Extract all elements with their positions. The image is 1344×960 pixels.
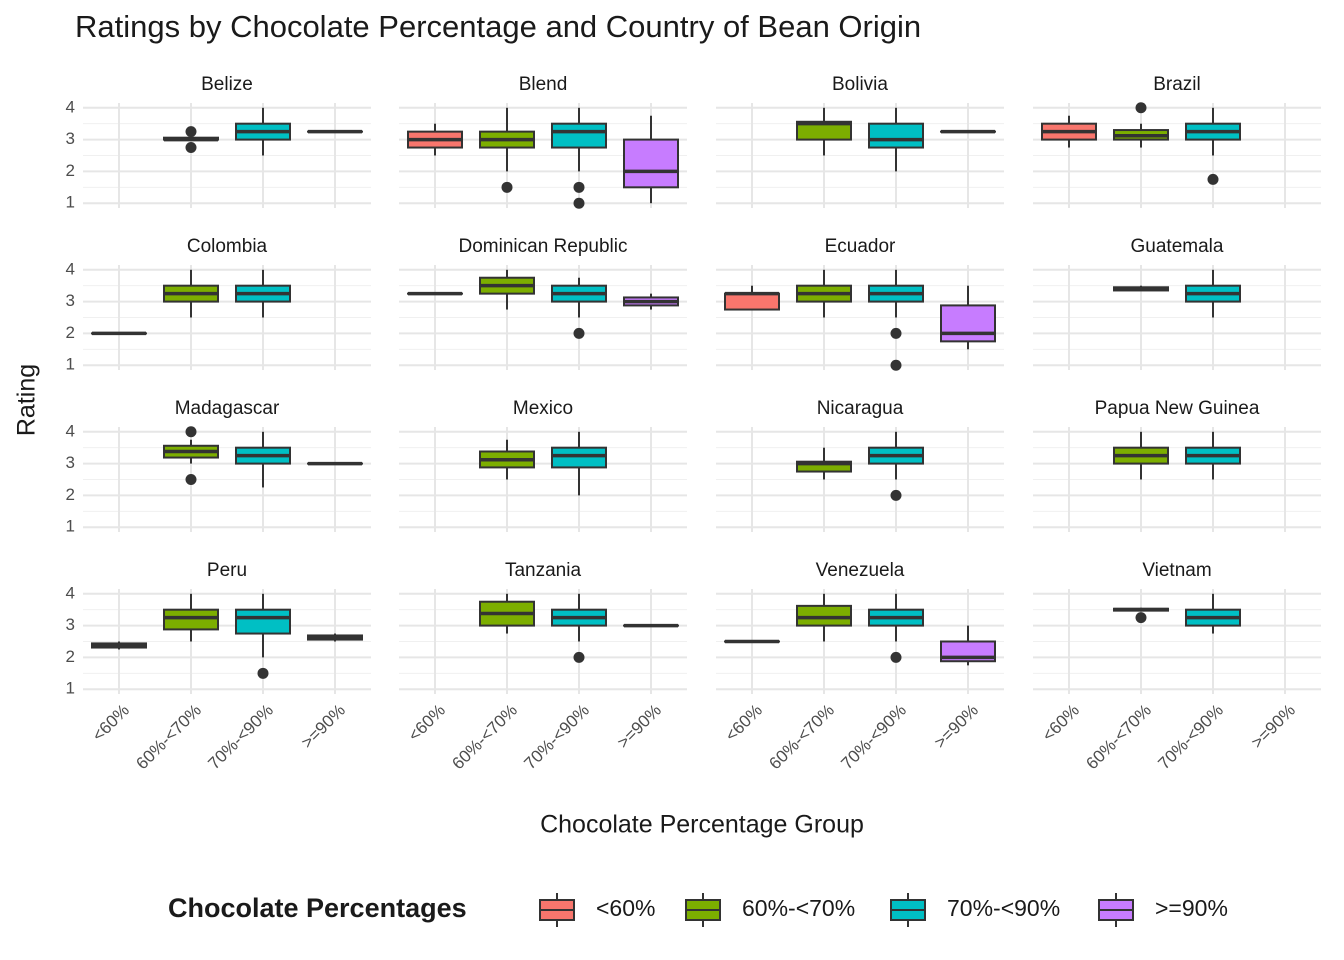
y-tick-label: 2: [66, 485, 75, 504]
y-tick-label: 3: [66, 129, 75, 148]
outlier: [185, 474, 197, 485]
outlier: [185, 426, 197, 438]
box: [623, 138, 679, 189]
chart-title: Ratings by Chocolate Percentage and Coun…: [75, 9, 921, 44]
y-tick-label: 1: [66, 679, 75, 698]
outlier: [890, 489, 902, 501]
box: [796, 460, 852, 473]
facet-label: Brazil: [1153, 74, 1201, 95]
box: [551, 446, 607, 469]
box: [551, 122, 607, 149]
facet-label: Peru: [207, 560, 247, 581]
facet-label: Tanzania: [505, 560, 581, 581]
facet-label: Nicaragua: [817, 398, 904, 419]
facet-label: Mexico: [513, 398, 573, 419]
x-axis-label: Chocolate Percentage Group: [540, 811, 864, 839]
box: [235, 608, 291, 635]
box: [868, 122, 924, 149]
facet-label: Ecuador: [825, 236, 896, 257]
facet-label: Venezuela: [816, 560, 905, 581]
x-tick-label: 70%-<90%: [204, 701, 277, 774]
outlier: [573, 181, 585, 193]
x-tick-label: 60%-<70%: [448, 701, 521, 774]
box: [796, 604, 852, 627]
outlier: [890, 327, 902, 339]
y-tick-label: 1: [66, 193, 75, 212]
y-tick-label: 2: [66, 323, 75, 342]
legend-title: Chocolate Percentages: [168, 893, 467, 923]
box: [163, 608, 219, 631]
x-tick-label: 60%-<70%: [1082, 701, 1155, 774]
facet-label: Vietnam: [1142, 560, 1211, 581]
y-tick-label: 3: [66, 453, 75, 472]
outlier: [501, 181, 513, 193]
x-tick-label: 60%-<70%: [765, 701, 838, 774]
outlier: [185, 142, 197, 154]
x-tick-label: >=90%: [297, 701, 349, 753]
box: [724, 292, 780, 311]
y-tick-label: 2: [66, 647, 75, 666]
facet-label: Guatemala: [1131, 236, 1224, 257]
y-tick-label: 2: [66, 161, 75, 180]
facet-label: Papua New Guinea: [1095, 398, 1260, 419]
outlier: [890, 359, 902, 371]
legend-label: 70%-<90%: [947, 895, 1060, 921]
outlier: [573, 327, 585, 339]
y-tick-label: 1: [66, 517, 75, 536]
x-tick-label: 70%-<90%: [520, 701, 593, 774]
y-axis-label: Rating: [13, 364, 41, 436]
box: [940, 304, 996, 343]
x-tick-label: 60%-<70%: [132, 701, 205, 774]
y-tick-label: 4: [66, 259, 75, 278]
outlier: [1207, 173, 1219, 185]
x-tick-label: 70%-<90%: [1154, 701, 1227, 774]
facet-label: Belize: [201, 74, 253, 95]
legend-label: 60%-<70%: [742, 895, 855, 921]
facet-label: Colombia: [187, 236, 268, 257]
outlier: [573, 651, 585, 663]
x-tick-label: <60%: [88, 701, 133, 746]
x-tick-label: >=90%: [1247, 701, 1299, 753]
facet-label: Dominican Republic: [459, 236, 628, 257]
outlier: [1135, 102, 1147, 114]
x-tick-label: 70%-<90%: [837, 701, 910, 774]
y-tick-label: 3: [66, 291, 75, 310]
outlier: [257, 667, 269, 679]
y-tick-label: 4: [66, 421, 75, 440]
y-tick-label: 3: [66, 615, 75, 634]
x-tick-label: <60%: [1038, 701, 1083, 746]
outlier: [185, 126, 197, 138]
x-tick-label: <60%: [721, 701, 766, 746]
y-tick-label: 1: [66, 355, 75, 374]
facet-label: Blend: [519, 74, 568, 95]
x-tick-label: >=90%: [613, 701, 665, 753]
outlier: [890, 651, 902, 663]
box: [796, 120, 852, 141]
facet-label: Madagascar: [175, 398, 280, 419]
y-tick-label: 4: [66, 97, 75, 116]
x-tick-label: >=90%: [930, 701, 982, 753]
y-tick-label: 4: [66, 583, 75, 602]
legend-label: >=90%: [1155, 895, 1228, 921]
outlier: [573, 197, 585, 209]
x-tick-label: <60%: [404, 701, 449, 746]
legend-label: <60%: [596, 895, 655, 921]
outlier: [1135, 612, 1147, 624]
facet-label: Bolivia: [832, 74, 888, 95]
